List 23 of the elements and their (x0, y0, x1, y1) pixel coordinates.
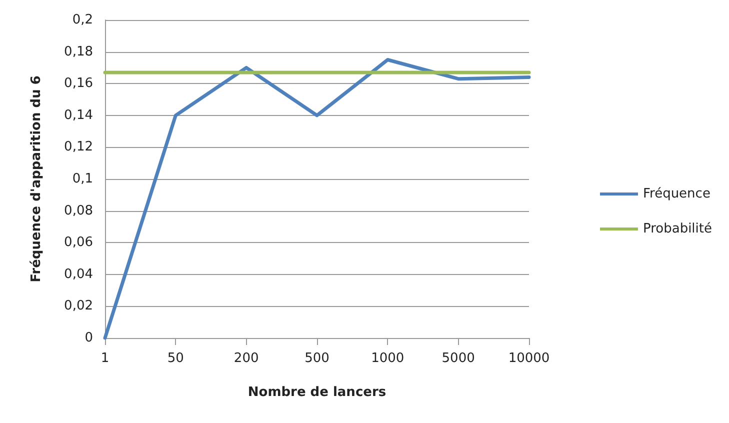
x-tick-label: 5000 (442, 351, 475, 366)
legend-label: Probabilité (642, 222, 712, 236)
x-tick-label: 1000 (371, 351, 404, 366)
line-series (103, 58, 531, 340)
y-tick-label: 0,14 (64, 108, 93, 123)
x-tick-label: 50 (167, 351, 184, 366)
y-tick-label: 0,08 (64, 203, 93, 218)
x-tick-label: 500 (304, 351, 330, 366)
y-tick-label: 0,12 (64, 140, 93, 155)
y-tick-label: 0,04 (64, 266, 93, 282)
x-axis-title: Nombre de lancers (248, 385, 386, 400)
y-tick-label: 0,1 (72, 172, 93, 186)
x-tick-label: 10000 (508, 351, 550, 366)
y-tick-label: 0,2 (72, 12, 93, 28)
y-tick-label: 0,18 (64, 44, 93, 60)
y-tick-label: 0,02 (64, 298, 93, 314)
x-tick-label: 200 (234, 351, 259, 366)
y-tick-label: 0 (84, 330, 93, 346)
y-axis-title: Fréquence d'apparition du 6 (29, 76, 44, 282)
y-tick-label: 0,06 (64, 235, 93, 250)
y-tick-label: 0,16 (64, 76, 93, 92)
x-tick-label: 1 (100, 351, 110, 366)
legend-label: Fréquence (642, 186, 710, 202)
